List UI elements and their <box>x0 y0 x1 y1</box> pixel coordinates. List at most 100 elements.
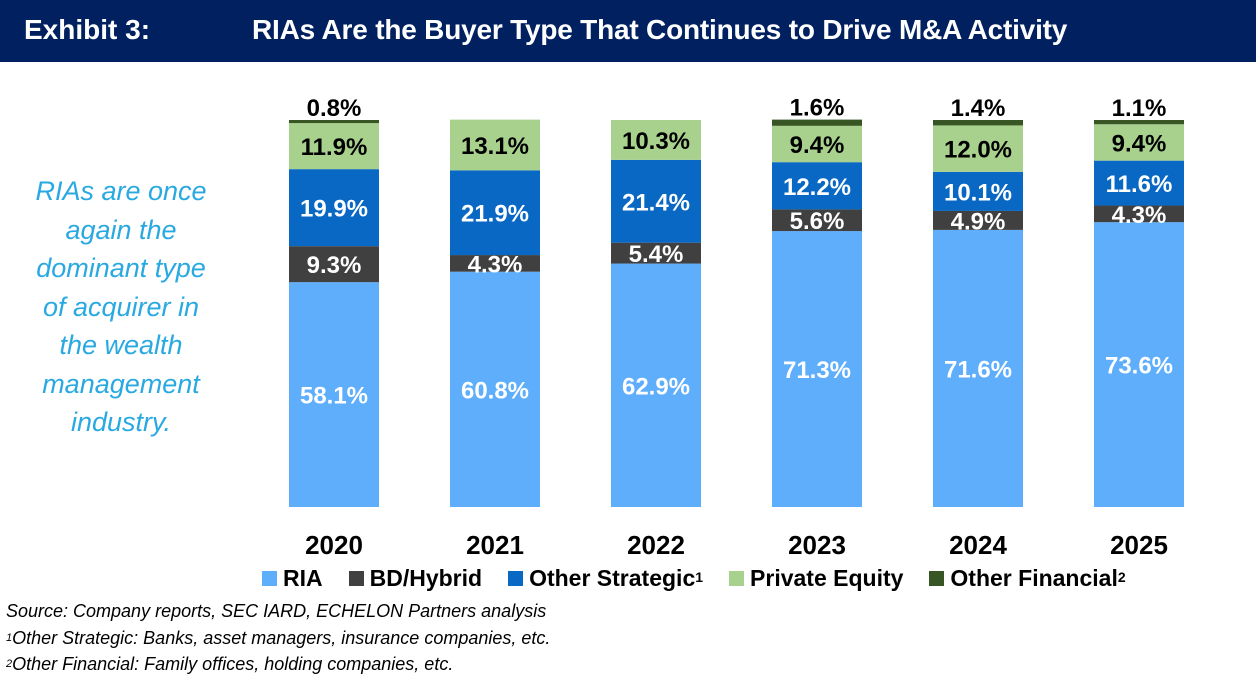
legend-item: Private Equity <box>729 565 903 592</box>
legend-item: BD/Hybrid <box>348 565 483 592</box>
legend-superscript: 1 <box>695 568 704 585</box>
footnote-1: 1Other Strategic: Banks, asset managers,… <box>6 625 550 652</box>
label-ria: 71.6% <box>944 356 1012 383</box>
legend-label: Other Financial <box>950 565 1118 591</box>
callout-line: management <box>42 368 200 399</box>
label-other-strategic: 21.4% <box>622 189 690 216</box>
legend-label: BD/Hybrid <box>369 565 483 591</box>
bar-other-strategic <box>450 170 540 256</box>
footnotes: Source: Company reports, SEC IARD, ECHEL… <box>6 598 550 678</box>
bar-bd-hybrid <box>450 255 540 272</box>
legend-label: Other Strategic <box>529 565 696 591</box>
label-other-financial: 1.1% <box>1112 95 1167 122</box>
label-other-strategic: 11.6% <box>1106 171 1173 198</box>
bar-bd-hybrid <box>933 210 1023 230</box>
bar-bd-hybrid <box>289 246 379 283</box>
legend-item: Other Strategic 1 <box>508 565 703 592</box>
x-tick-label: 2021 <box>466 530 524 560</box>
label-ria: 73.6% <box>1105 353 1173 380</box>
callout-line: the wealth <box>59 330 183 360</box>
bar-private-equity <box>450 119 540 171</box>
bar-other-strategic <box>611 159 701 243</box>
bar-ria <box>289 282 379 507</box>
bar-bd-hybrid <box>611 242 701 264</box>
legend-label: Private Equity <box>750 565 904 591</box>
callout-line: dominant type <box>36 253 206 283</box>
legend-item: Other Financial 2 <box>929 565 1126 592</box>
legend-swatch <box>348 571 364 586</box>
label-other-financial: 1.4% <box>951 95 1006 122</box>
label-other-strategic: 10.1% <box>944 179 1012 206</box>
legend-swatch <box>262 571 277 586</box>
label-bd-hybrid: 4.3% <box>1112 202 1167 229</box>
callout-line: again the <box>65 214 177 245</box>
footnote-1-mark: 1 <box>6 631 13 644</box>
bar-ria <box>933 229 1023 507</box>
bar-other-financial <box>933 120 1023 126</box>
header-bar: Exhibit 3: RIAs Are the Buyer Type That … <box>0 0 1256 62</box>
legend-label: RIA <box>283 565 323 591</box>
bar-other-financial <box>772 119 862 126</box>
footnote-2-mark: 2 <box>6 658 13 670</box>
callout-line: industry. <box>70 407 172 437</box>
legend-item: RIA <box>262 565 323 592</box>
label-bd-hybrid: 9.3% <box>307 252 362 279</box>
footnote-2: 2Other Financial: Family offices, holdin… <box>6 651 550 678</box>
bar-bd-hybrid <box>1094 205 1184 223</box>
bar-ria <box>772 231 862 507</box>
label-bd-hybrid: 5.6% <box>790 208 845 235</box>
legend: RIA BD/Hybrid Other Strategic 1 Private Equi… <box>262 565 1152 592</box>
stacked-bar-chart: 58.1% 9.3% 19.9% 11.9% 0.8% 2020 60.8% 4.3% 21.9… <box>289 95 1184 560</box>
legend-swatch <box>508 571 524 586</box>
label-other-strategic: 12.2% <box>783 174 851 201</box>
bar-private-equity <box>772 125 862 163</box>
legend-swatch <box>929 571 945 586</box>
label-bd-hybrid: 5.4% <box>629 241 684 268</box>
bar-ria <box>611 263 701 507</box>
label-private-equity: 10.3% <box>622 128 690 155</box>
x-tick-label: 2020 <box>305 530 363 560</box>
label-private-equity: 12.0% <box>944 137 1012 164</box>
label-other-strategic: 19.9% <box>300 196 368 223</box>
bar-private-equity <box>933 125 1023 172</box>
bar-ria <box>450 271 540 507</box>
bar-other-strategic <box>289 169 379 247</box>
callout-line: RIAs are once <box>35 176 207 206</box>
bar-other-financial <box>289 120 379 124</box>
bar-private-equity <box>1094 124 1184 161</box>
label-other-strategic: 21.9% <box>461 201 529 228</box>
callout-text: RIAs are once again the dominant type of… <box>10 172 232 442</box>
footnote-2-text: Other Financial: Family offices, holding… <box>12 654 454 674</box>
legend-swatch <box>729 571 745 586</box>
bar-ria <box>1094 222 1184 507</box>
source-note: Source: Company reports, SEC IARD, ECHEL… <box>6 601 547 621</box>
label-ria: 71.3% <box>783 357 851 384</box>
footnote-1-text: Other Strategic: Banks, asset managers, … <box>12 627 551 648</box>
x-tick-label: 2024 <box>949 530 1007 560</box>
label-private-equity: 9.4% <box>1112 130 1167 157</box>
bar-other-strategic <box>1094 160 1184 206</box>
bar-bd-hybrid <box>772 209 862 232</box>
legend-superscript: 2 <box>1117 568 1126 585</box>
callout-line: of acquirer in <box>42 291 200 322</box>
exhibit-number: Exhibit 3: <box>24 14 151 45</box>
x-tick-label: 2022 <box>627 530 685 560</box>
bar-private-equity <box>611 120 701 160</box>
x-tick-label: 2023 <box>788 530 846 560</box>
bar-other-strategic <box>933 171 1023 211</box>
chart-title: RIAs Are the Buyer Type That Continues t… <box>252 14 1068 45</box>
label-bd-hybrid: 4.3% <box>468 251 523 278</box>
label-other-financial: 1.6% <box>790 95 845 122</box>
label-ria: 58.1% <box>300 383 368 410</box>
label-ria: 60.8% <box>461 377 529 404</box>
label-private-equity: 9.4% <box>790 132 845 159</box>
label-private-equity: 11.9% <box>301 134 368 161</box>
label-ria: 62.9% <box>622 373 690 400</box>
x-tick-label: 2025 <box>1110 530 1168 560</box>
label-private-equity: 13.1% <box>461 133 529 160</box>
bar-other-strategic <box>772 162 862 210</box>
bar-private-equity <box>289 123 379 170</box>
label-bd-hybrid: 4.9% <box>951 208 1006 235</box>
bar-other-financial <box>1094 120 1184 125</box>
